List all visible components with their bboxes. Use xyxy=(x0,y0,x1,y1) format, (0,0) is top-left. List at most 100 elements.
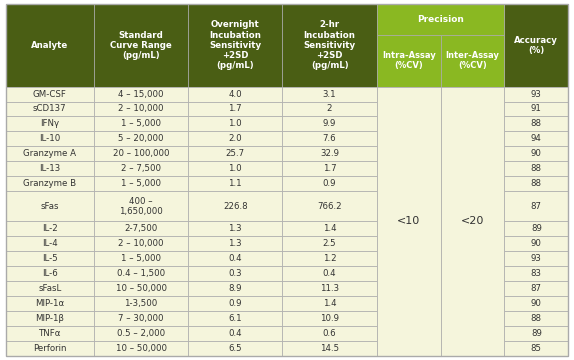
Text: 93: 93 xyxy=(531,255,542,264)
Bar xyxy=(505,162,568,176)
Bar xyxy=(282,311,377,327)
Text: 0.6: 0.6 xyxy=(323,329,336,338)
Text: 10 – 50,000: 10 – 50,000 xyxy=(115,345,166,354)
Text: 83: 83 xyxy=(531,269,542,278)
Text: 9.9: 9.9 xyxy=(323,120,336,129)
Bar xyxy=(94,327,188,341)
Bar xyxy=(505,251,568,266)
Text: 1 – 5,000: 1 – 5,000 xyxy=(121,255,161,264)
Bar xyxy=(6,296,94,311)
Bar xyxy=(94,117,188,131)
Bar xyxy=(188,102,282,117)
Bar xyxy=(441,296,505,311)
Text: IFNγ: IFNγ xyxy=(40,120,59,129)
Bar xyxy=(377,341,441,356)
Text: 2.0: 2.0 xyxy=(228,135,242,144)
Text: 8.9: 8.9 xyxy=(228,284,242,293)
Text: 91: 91 xyxy=(531,104,542,113)
Text: MIP-1β: MIP-1β xyxy=(36,314,64,323)
Text: 10.9: 10.9 xyxy=(320,314,339,323)
Bar xyxy=(377,86,441,102)
Text: 85: 85 xyxy=(531,345,542,354)
Bar xyxy=(188,237,282,251)
Bar xyxy=(6,4,94,86)
Bar xyxy=(94,341,188,356)
Bar xyxy=(505,311,568,327)
Text: 1.7: 1.7 xyxy=(323,165,336,174)
Bar xyxy=(505,4,568,86)
Bar xyxy=(94,162,188,176)
Bar xyxy=(377,131,441,147)
Bar xyxy=(505,237,568,251)
Text: 0.9: 0.9 xyxy=(228,300,242,309)
Bar xyxy=(6,117,94,131)
Text: 25.7: 25.7 xyxy=(226,149,245,158)
Bar xyxy=(505,296,568,311)
Bar xyxy=(94,237,188,251)
Bar xyxy=(441,147,505,162)
Bar xyxy=(282,266,377,282)
Text: 2.5: 2.5 xyxy=(323,239,336,248)
Text: Accuracy
(%): Accuracy (%) xyxy=(514,36,559,55)
Bar xyxy=(441,282,505,296)
Text: 88: 88 xyxy=(531,314,542,323)
Text: 2 – 10,000: 2 – 10,000 xyxy=(118,104,164,113)
Bar xyxy=(94,266,188,282)
Bar xyxy=(94,102,188,117)
Text: 1.4: 1.4 xyxy=(323,300,336,309)
Text: 0.9: 0.9 xyxy=(323,180,336,189)
Text: IL-6: IL-6 xyxy=(42,269,58,278)
Text: 2-7,500: 2-7,500 xyxy=(125,224,158,233)
Text: 14.5: 14.5 xyxy=(320,345,339,354)
Text: Analyte: Analyte xyxy=(31,41,68,50)
Bar xyxy=(282,282,377,296)
Bar xyxy=(441,176,505,192)
Text: 5 – 20,000: 5 – 20,000 xyxy=(118,135,164,144)
Bar xyxy=(505,221,568,237)
Text: 7 – 30,000: 7 – 30,000 xyxy=(118,314,164,323)
Text: 89: 89 xyxy=(531,224,542,233)
Text: 1.7: 1.7 xyxy=(228,104,242,113)
Bar xyxy=(94,176,188,192)
Bar xyxy=(188,176,282,192)
Bar xyxy=(505,176,568,192)
Bar xyxy=(6,251,94,266)
Text: 2 – 10,000: 2 – 10,000 xyxy=(118,239,164,248)
Bar xyxy=(282,162,377,176)
Text: 766.2: 766.2 xyxy=(317,202,342,211)
Bar xyxy=(377,147,441,162)
Bar xyxy=(188,4,282,86)
Text: 1.0: 1.0 xyxy=(228,120,242,129)
Text: 94: 94 xyxy=(531,135,542,144)
Bar xyxy=(6,282,94,296)
Bar xyxy=(377,327,441,341)
Bar xyxy=(188,282,282,296)
Bar xyxy=(6,341,94,356)
Text: Granzyme A: Granzyme A xyxy=(24,149,76,158)
Bar xyxy=(282,192,377,221)
Bar xyxy=(441,266,505,282)
Bar xyxy=(94,86,188,102)
Bar xyxy=(282,251,377,266)
Bar xyxy=(282,221,377,237)
Bar xyxy=(377,117,441,131)
Text: 1-3,500: 1-3,500 xyxy=(125,300,158,309)
Text: 88: 88 xyxy=(531,120,542,129)
Bar xyxy=(441,86,505,356)
Text: Granzyme B: Granzyme B xyxy=(24,180,76,189)
Bar xyxy=(188,131,282,147)
Bar xyxy=(377,296,441,311)
Text: 0.4 – 1,500: 0.4 – 1,500 xyxy=(117,269,165,278)
Bar xyxy=(94,251,188,266)
Bar xyxy=(6,86,94,102)
Text: 7.6: 7.6 xyxy=(323,135,336,144)
Bar xyxy=(6,176,94,192)
Bar xyxy=(282,4,377,86)
Bar xyxy=(188,341,282,356)
Bar xyxy=(282,147,377,162)
Text: Precision: Precision xyxy=(417,15,464,24)
Bar xyxy=(94,147,188,162)
Bar xyxy=(441,192,505,221)
Text: 89: 89 xyxy=(531,329,542,338)
Bar xyxy=(377,192,441,221)
